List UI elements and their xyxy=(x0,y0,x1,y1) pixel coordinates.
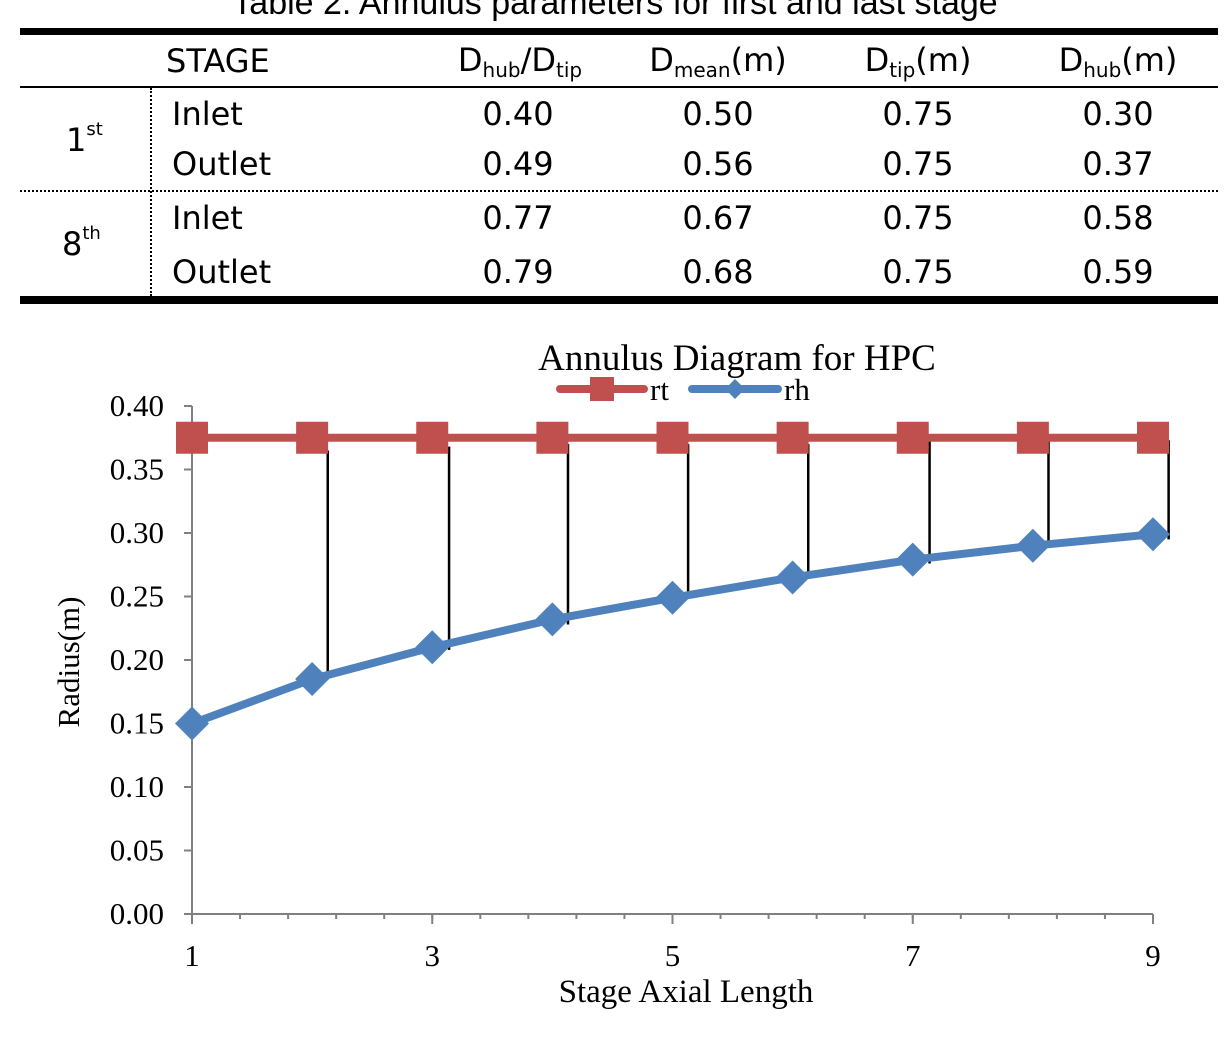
y-tick-label: 0.25 xyxy=(110,579,164,614)
row-1-stage: Inlet xyxy=(172,95,243,133)
x-axis-label: Stage Axial Length xyxy=(559,974,814,1010)
table-column-divider xyxy=(150,88,152,296)
group-label-first: 1st xyxy=(66,119,103,159)
table-header-rule xyxy=(20,86,1218,88)
series-rt-point xyxy=(1137,421,1169,454)
series-rt-point xyxy=(416,421,449,454)
series-rh-point xyxy=(895,542,930,577)
series-rt-point xyxy=(896,421,929,454)
y-tick-label: 0.30 xyxy=(110,515,164,550)
y-tick-label: 0.15 xyxy=(110,706,164,741)
series-rt-point xyxy=(656,421,689,454)
row-2-ratio: 0.49 xyxy=(482,145,554,183)
y-tick-label: 0.20 xyxy=(110,642,164,677)
y-tick-label: 0.40 xyxy=(110,388,164,423)
series-rh-point xyxy=(535,602,570,637)
row-1-dtip: 0.75 xyxy=(882,95,954,133)
row-1-dmean: 0.50 xyxy=(682,95,754,133)
row-3-dtip: 0.75 xyxy=(882,199,954,237)
row-4-dhub: 0.59 xyxy=(1082,253,1154,291)
header-dhub-dtip: Dhub/Dtip xyxy=(457,41,583,82)
y-tick-label: 0.05 xyxy=(110,833,164,868)
row-3-stage: Inlet xyxy=(172,199,243,237)
x-tick-label: 1 xyxy=(184,938,200,973)
header-stage: STAGE xyxy=(166,42,270,80)
header-dhub: Dhub(m) xyxy=(1058,41,1178,82)
y-tick-label: 0.00 xyxy=(110,896,164,931)
legend-rh-label: rh xyxy=(784,372,810,407)
legend-rt-label: rt xyxy=(650,372,669,407)
table-bottom-rule xyxy=(20,296,1218,304)
x-tick-label: 9 xyxy=(1145,938,1161,973)
row-4-stage: Outlet xyxy=(172,253,272,291)
series-rh-point xyxy=(1136,517,1170,552)
series-rh-point xyxy=(175,706,209,741)
row-3-dhub: 0.58 xyxy=(1082,199,1154,237)
series-rh-point xyxy=(295,662,330,697)
table-caption: Table 2. Annulus parameters for first an… xyxy=(232,0,998,22)
series-rt-point xyxy=(776,421,809,454)
header-dmean: Dmean(m) xyxy=(649,41,787,82)
annulus-chart: 0.00 0.05 0.10 0.15 0.20 0.25 0.30 0.35 0.40 1 3 5 7… xyxy=(0,320,1230,1040)
row-3-dmean: 0.67 xyxy=(682,199,754,237)
row-4-dtip: 0.75 xyxy=(882,253,954,291)
y-tick-label: 0.10 xyxy=(110,769,164,804)
annulus-chart-svg: 0.00 0.05 0.10 0.15 0.20 0.25 0.30 0.35 0.40 1 3 5 7… xyxy=(51,338,1170,1010)
legend-rt-marker xyxy=(590,377,614,401)
chart-title: Annulus Diagram for HPC xyxy=(538,338,936,379)
legend-rh-marker xyxy=(725,379,745,399)
series-rt-point xyxy=(1016,421,1049,454)
row-2-dhub: 0.37 xyxy=(1082,145,1154,183)
group-label-eighth: 8th xyxy=(62,223,101,263)
row-1-ratio: 0.40 xyxy=(482,95,554,133)
table-top-rule xyxy=(20,28,1218,35)
row-2-stage: Outlet xyxy=(172,145,272,183)
x-tick-label: 5 xyxy=(665,938,681,973)
x-tick-label: 7 xyxy=(905,938,921,973)
y-tick-label: 0.35 xyxy=(110,452,164,487)
series-rt-point xyxy=(536,421,569,454)
annulus-parameters-table: STAGE Dhub/Dtip Dmean(m) Dtip(m) Dhub(m)… xyxy=(20,28,1218,304)
row-2-dmean: 0.56 xyxy=(682,145,754,183)
x-tick-label: 3 xyxy=(425,938,441,973)
series-rh-line xyxy=(190,530,1154,728)
row-3-ratio: 0.77 xyxy=(482,199,554,237)
series-rh-point xyxy=(1015,528,1050,563)
row-4-dmean: 0.68 xyxy=(682,253,754,291)
series-rh-point xyxy=(775,560,810,595)
series-rh-point xyxy=(655,580,690,615)
series-rt-point xyxy=(176,421,208,454)
y-axis-label: Radius(m) xyxy=(51,597,86,728)
row-1-dhub: 0.30 xyxy=(1082,95,1154,133)
series-rt-point xyxy=(296,421,329,454)
header-dtip: Dtip(m) xyxy=(864,41,972,82)
table-group-divider xyxy=(20,190,1218,192)
row-4-ratio: 0.79 xyxy=(482,253,554,291)
series-rh-point xyxy=(415,630,450,665)
row-2-dtip: 0.75 xyxy=(882,145,954,183)
